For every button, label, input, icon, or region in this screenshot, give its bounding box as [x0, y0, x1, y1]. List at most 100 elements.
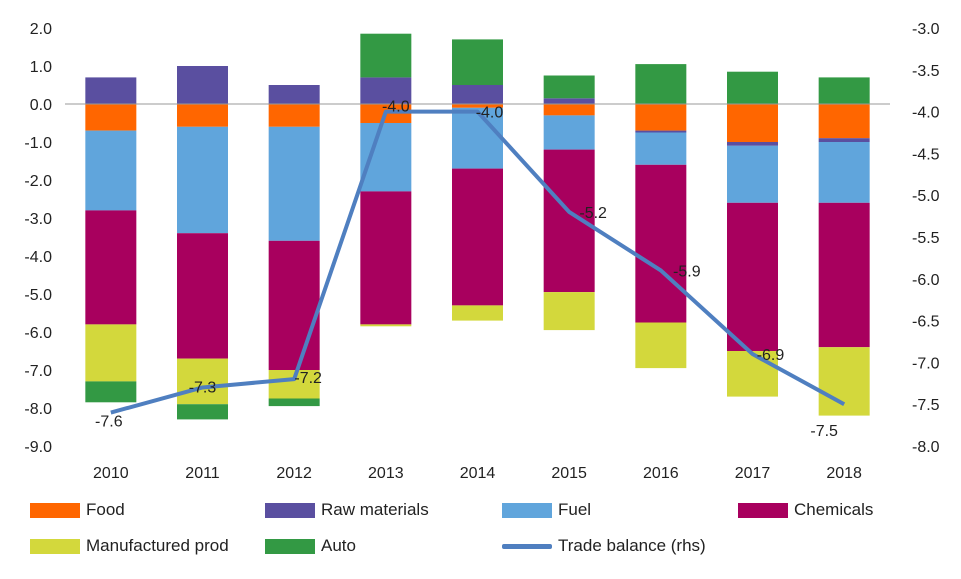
legend-swatch-auto: [265, 538, 315, 554]
bar-fuel-2016: [635, 132, 687, 165]
bar-auto-2013: [360, 33, 412, 78]
x-axis-tick-label: 2018: [826, 465, 862, 482]
legend-swatch-manufactured-prod: [30, 538, 80, 554]
trade-balance-data-label: -5.2: [579, 205, 607, 222]
bar-raw-materials-2011: [177, 66, 228, 104]
bar-chemicals-2014: [452, 168, 503, 306]
bar-food-2014: [452, 104, 503, 108]
legend-item-food: Food: [30, 500, 125, 520]
legend-swatch-food: [30, 502, 80, 518]
x-axis-tick-label: 2017: [735, 465, 771, 482]
x-axis-tick-label: 2016: [643, 465, 679, 482]
trade-balance-data-label: -5.9: [673, 263, 701, 280]
bar-manufactured-prod-2013: [360, 324, 412, 327]
bar-food-2017: [727, 104, 778, 142]
trade-balance-line: [110, 109, 846, 415]
bar-auto-2010: [85, 381, 137, 403]
legend-label-auto: Auto: [321, 536, 356, 555]
legend-label-raw-materials: Raw materials: [321, 500, 429, 519]
bar-manufactured-prod-2017: [727, 351, 778, 397]
bar-auto-2012: [268, 398, 320, 407]
bar-chemicals-2013: [360, 191, 412, 325]
bar-raw-materials-2010: [85, 77, 137, 104]
bar-auto-2014: [452, 39, 503, 85]
legend-label-chemicals: Chemicals: [794, 500, 874, 519]
right-axis-tick-label: -3.5: [912, 63, 940, 80]
legend-swatch-trade-balance: [502, 543, 552, 549]
legend-item-chemicals: Chemicals: [738, 500, 873, 520]
right-axis-tick-label: -7.0: [912, 355, 940, 372]
bar-fuel-2013: [360, 123, 412, 192]
bar-food-2018: [818, 104, 870, 139]
bar-fuel-2017: [727, 145, 778, 203]
right-axis-tick-label: -5.0: [912, 188, 940, 205]
trade-balance-data-label: -6.9: [757, 347, 785, 364]
right-axis-tick-label: -5.5: [912, 230, 940, 247]
bar-manufactured-prod-2014: [452, 305, 503, 321]
bar-manufactured-prod-2015: [543, 292, 595, 331]
bar-fuel-2011: [177, 126, 228, 234]
legend-item-manufactured-prod: Manufactured prod: [30, 536, 229, 556]
bar-auto-2018: [818, 77, 870, 104]
legend-label-trade-balance: Trade balance (rhs): [558, 536, 706, 555]
bar-raw-materials-2012: [268, 85, 320, 104]
bar-auto-2016: [635, 64, 687, 104]
bar-fuel-2014: [452, 107, 503, 169]
trade-balance-data-label: -4.0: [382, 99, 410, 116]
bar-auto-2017: [727, 71, 778, 104]
legend-swatch-raw-materials: [265, 502, 315, 518]
left-axis-tick-label: -4.0: [24, 249, 52, 266]
left-axis-tick-label: -6.0: [24, 325, 52, 342]
bar-raw-materials-2013: [360, 77, 412, 104]
trade-balance-data-label: -7.3: [189, 379, 217, 396]
legend-label-food: Food: [86, 500, 125, 519]
bar-fuel-2010: [85, 130, 137, 211]
legend-item-fuel: Fuel: [502, 500, 591, 520]
bar-food-2015: [543, 104, 595, 116]
x-axis-tick-label: 2012: [276, 465, 312, 482]
bar-fuel-2012: [268, 126, 320, 241]
bar-raw-materials-2017: [727, 142, 778, 146]
bar-manufactured-prod-2018: [818, 347, 870, 416]
x-axis-tick-label: 2011: [185, 465, 220, 482]
right-axis-tick-label: -4.5: [912, 146, 940, 163]
left-axis-tick-label: -3.0: [24, 211, 52, 228]
bar-chemicals-2012: [268, 240, 320, 370]
x-axis-tick-label: 2010: [93, 465, 129, 482]
left-axis-tick-label: -2.0: [24, 173, 52, 190]
trade-balance-data-label: -4.0: [476, 105, 504, 122]
left-axis-tick-label: -1.0: [24, 135, 52, 152]
legend-item-auto: Auto: [265, 536, 356, 556]
left-axis-tick-label: -9.0: [24, 439, 52, 456]
bar-food-2010: [85, 104, 137, 131]
bar-food-2011: [177, 104, 228, 127]
legend-swatch-chemicals: [738, 502, 788, 518]
right-axis-tick-label: -6.5: [912, 314, 940, 331]
bar-food-2012: [268, 104, 320, 127]
x-axis-tick-label: 2013: [368, 465, 404, 482]
trade-balance-data-label: -7.5: [810, 423, 838, 440]
right-axis-tick-label: -8.0: [912, 439, 940, 456]
chart-area: 2.0 1.0 0.0 -1.0 -2.0 -3.0 -4.0 -5.0 -6.0 -7.0 -8.…: [24, 21, 940, 482]
bar-chemicals-2011: [177, 233, 228, 359]
right-axis-tick-label: -3.0: [912, 21, 940, 38]
bar-chemicals-2010: [85, 210, 137, 325]
x-axis-tick-label: 2015: [551, 465, 587, 482]
trade-balance-data-label: -7.2: [294, 370, 322, 387]
left-axis-tick-label: 2.0: [30, 21, 52, 38]
x-axis-tick-label: 2014: [460, 465, 496, 482]
bar-raw-materials-2018: [818, 138, 870, 142]
legend-swatch-fuel: [502, 502, 552, 518]
left-axis-tick-label: 0.0: [30, 97, 52, 114]
bar-chemicals-2018: [818, 202, 870, 348]
right-axis-tick-label: -6.0: [912, 272, 940, 289]
bar-raw-materials-2014: [452, 85, 503, 104]
bar-auto-2015: [543, 75, 595, 99]
left-axis-tick-label: -5.0: [24, 287, 52, 304]
bar-manufactured-prod-2011: [177, 358, 228, 405]
bar-raw-materials-2015: [543, 98, 595, 104]
bar-manufactured-prod-2016: [635, 322, 687, 369]
right-axis-tick-label: -7.5: [912, 397, 940, 414]
legend-item-trade-balance: Trade balance (rhs): [502, 536, 706, 556]
bar-fuel-2015: [543, 115, 595, 150]
